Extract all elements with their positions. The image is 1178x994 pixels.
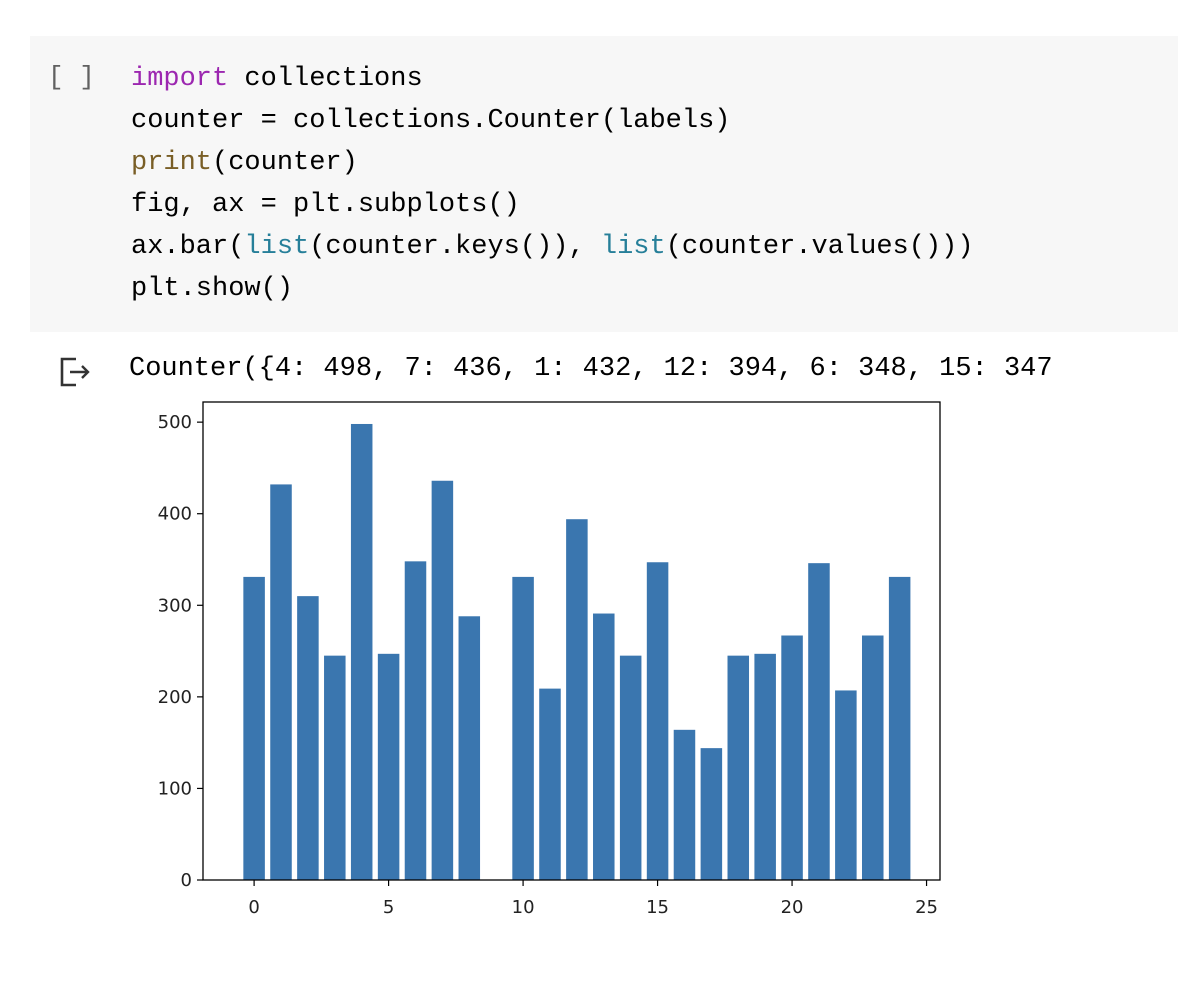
bar [593, 613, 615, 880]
code-line: ax.bar(list(counter.keys()), list(counte… [131, 226, 974, 268]
bar [619, 655, 642, 880]
code-editor[interactable]: import collections counter = collections.… [131, 58, 974, 310]
code-line: import collections [131, 58, 974, 100]
bar [458, 616, 481, 880]
code-token: (counter) [212, 148, 358, 178]
output-arrow-icon [60, 357, 90, 387]
x-tick-label: 0 [248, 897, 259, 918]
bar [566, 519, 588, 880]
bar [754, 653, 776, 880]
bar [512, 576, 534, 880]
bar [861, 635, 884, 880]
code-token: collections [228, 64, 423, 94]
bar [243, 576, 265, 880]
code-token: ax.bar( [131, 232, 245, 262]
y-tick-label: 400 [158, 504, 192, 525]
code-token: (counter.values())) [665, 232, 974, 262]
x-tick-label: 5 [383, 897, 394, 918]
bar [781, 635, 803, 880]
code-token: list [244, 232, 310, 262]
code-token: print [131, 148, 213, 178]
code-token: counter = collections.Counter(labels) [131, 106, 731, 136]
bar [888, 576, 911, 880]
bar [270, 484, 292, 880]
code-token: list [600, 232, 666, 262]
x-tick-label: 15 [646, 897, 669, 918]
code-token: plt.show() [131, 274, 294, 304]
x-tick-label: 25 [915, 897, 938, 918]
bar [673, 729, 696, 880]
bar [808, 563, 830, 880]
code-line: fig, ax = plt.subplots() [131, 184, 974, 226]
output-text: Counter({4: 498, 7: 436, 1: 432, 12: 394… [129, 354, 1053, 384]
y-tick-label: 100 [158, 778, 192, 799]
code-token: fig, ax = plt.subplots() [131, 190, 520, 220]
bar [431, 480, 454, 880]
bar [297, 596, 319, 880]
y-tick-label: 300 [158, 595, 192, 616]
code-line: print(counter) [131, 142, 974, 184]
code-line: plt.show() [131, 268, 974, 310]
x-tick-label: 20 [781, 897, 804, 918]
bar [646, 562, 669, 880]
bar [404, 561, 427, 880]
bar [835, 690, 857, 880]
bar [727, 655, 750, 880]
code-cell[interactable] [30, 36, 1178, 332]
bar [324, 655, 346, 880]
y-tick-label: 0 [181, 870, 192, 891]
bar [539, 688, 561, 880]
bar [350, 423, 373, 880]
code-token: (counter.keys()), [309, 232, 601, 262]
bar [700, 748, 723, 880]
bar [377, 653, 400, 880]
code-line: counter = collections.Counter(labels) [131, 100, 974, 142]
run-cell-button[interactable]: [ ] [48, 62, 95, 92]
x-tick-label: 10 [512, 897, 535, 918]
code-token: import [131, 64, 229, 94]
y-tick-label: 500 [158, 412, 192, 433]
y-tick-label: 200 [158, 687, 192, 708]
plot-frame [202, 401, 941, 881]
